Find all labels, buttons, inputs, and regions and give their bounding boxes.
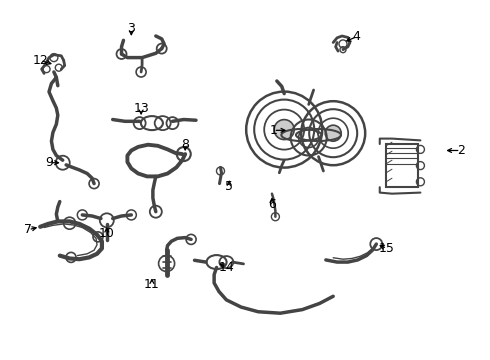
Text: 10: 10 bbox=[99, 227, 115, 240]
Circle shape bbox=[274, 120, 294, 140]
Text: 9: 9 bbox=[45, 156, 53, 169]
Circle shape bbox=[325, 125, 341, 141]
Text: 7: 7 bbox=[24, 223, 32, 236]
Text: 13: 13 bbox=[133, 102, 149, 115]
Text: 11: 11 bbox=[144, 278, 160, 291]
Text: 14: 14 bbox=[219, 261, 234, 274]
Text: 5: 5 bbox=[225, 180, 233, 193]
Text: 3: 3 bbox=[127, 22, 135, 35]
Text: 2: 2 bbox=[457, 144, 465, 157]
Text: 1: 1 bbox=[270, 124, 277, 137]
Text: 6: 6 bbox=[268, 198, 276, 211]
Text: 4: 4 bbox=[353, 30, 361, 43]
Text: 8: 8 bbox=[181, 138, 189, 150]
Text: 15: 15 bbox=[379, 242, 395, 255]
Text: 12: 12 bbox=[32, 54, 48, 67]
